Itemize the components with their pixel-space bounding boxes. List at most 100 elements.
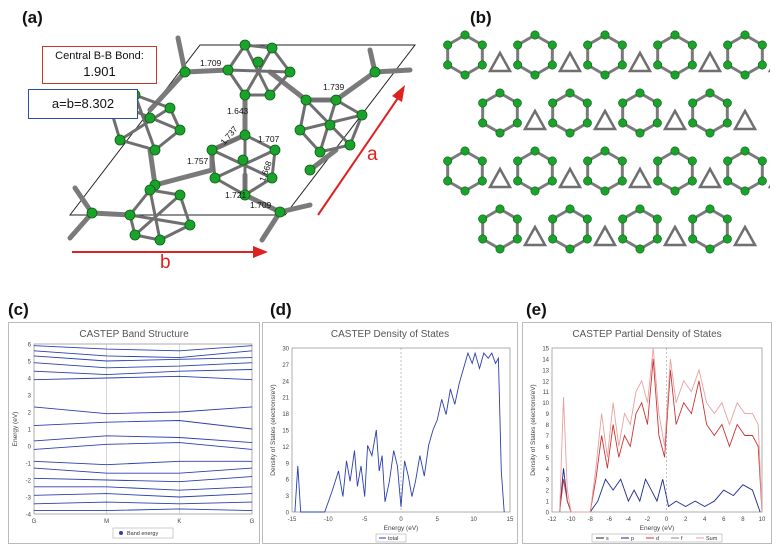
band-line (33, 345, 253, 352)
axis-label-a: a (367, 144, 378, 165)
network-cluster (487, 166, 513, 189)
network-atom (688, 98, 698, 108)
network-atom (582, 118, 592, 128)
x-tick-label: -6 (607, 517, 613, 523)
band-line (33, 493, 253, 498)
panel-label-b: (b) (470, 8, 492, 27)
y-tick-label: 14 (542, 357, 549, 363)
network-atom (565, 204, 575, 214)
network-atom (635, 244, 645, 254)
x-tick-label: K (177, 519, 181, 525)
network-cluster (592, 108, 618, 131)
y-tick-label: 8 (546, 423, 550, 429)
network-atom (600, 30, 610, 40)
network-atom (617, 176, 627, 186)
network-atom (600, 70, 610, 80)
x-tick-label: -10 (567, 517, 576, 523)
legend-label: d (656, 536, 659, 542)
network-atom (722, 98, 732, 108)
y-tick-label: 15 (542, 347, 549, 353)
y-tick-label: 6 (286, 478, 290, 484)
network-atom (477, 60, 487, 70)
x-tick-label: 2 (684, 517, 688, 523)
network-atom (670, 30, 680, 40)
panel-label-c: (c) (8, 300, 29, 319)
network-atom (687, 60, 697, 70)
network-atom (740, 70, 750, 80)
network-atom (460, 70, 470, 80)
y-tick-label: 0 (546, 511, 550, 517)
network-cluster (522, 108, 548, 131)
x-tick-label: 15 (507, 517, 514, 523)
network-cluster (662, 108, 688, 131)
network-atom (688, 118, 698, 128)
network-atom (530, 30, 540, 40)
network-cluster (627, 50, 653, 73)
structure-diagram-b (443, 30, 770, 254)
band-line (33, 369, 253, 376)
network-atom (547, 40, 557, 50)
x-tick-label: G (32, 519, 37, 525)
x-tick-label: -8 (588, 517, 594, 523)
network-atom (723, 176, 733, 186)
network-atom (513, 156, 523, 166)
central-bond-value: 1.901 (83, 64, 116, 79)
x-axis-label: Energy (eV) (640, 525, 675, 532)
structure-diagram-a: 1.709 1.739 1.643 1.737 1.707 1.757 1.66… (67, 35, 417, 258)
network-atom (530, 186, 540, 196)
y-axis-label: Density of States (electrons/eV) (530, 384, 537, 475)
legend-marker (119, 531, 123, 535)
y-tick-label: 2 (28, 411, 32, 417)
network-atom (460, 30, 470, 40)
y-tick-label: 0 (28, 445, 32, 451)
y-tick-label: 4 (28, 377, 32, 383)
network-atom (443, 60, 453, 70)
network-atoms (443, 30, 767, 254)
network-atom (495, 88, 505, 98)
network-atom (757, 60, 767, 70)
network-atom (478, 118, 488, 128)
network-atom (722, 234, 732, 244)
y-tick-label: 27 (282, 363, 289, 369)
network-atom (653, 60, 663, 70)
network-atom (618, 98, 628, 108)
x-tick-label: 6 (722, 517, 726, 523)
network-atom (653, 156, 663, 166)
legend-box (375, 533, 407, 543)
network-atom (757, 156, 767, 166)
y-tick-label: 9 (546, 412, 550, 418)
network-atom (547, 176, 557, 186)
bond-length-label: 1.757 (187, 156, 209, 166)
y-tick-label: 5 (546, 456, 550, 462)
network-atom (565, 244, 575, 254)
network-atom (513, 176, 523, 186)
network-atom (478, 98, 488, 108)
network-atom (460, 146, 470, 156)
network-cluster (732, 224, 758, 247)
network-atom (757, 40, 767, 50)
series-s-line (559, 468, 761, 513)
x-tick-label: -4 (626, 517, 632, 523)
legend-label: s (606, 536, 609, 542)
network-atom (512, 98, 522, 108)
x-tick-label: 10 (470, 517, 477, 523)
network-atom (723, 40, 733, 50)
network-atom (635, 128, 645, 138)
network-atom (513, 40, 523, 50)
network-cluster (697, 166, 723, 189)
network-atom (547, 156, 557, 166)
lattice-arrow-a-head (392, 85, 405, 102)
network-atom (530, 146, 540, 156)
network-atom (495, 204, 505, 214)
network-atom (687, 40, 697, 50)
network-atom (705, 88, 715, 98)
legend-box (112, 527, 174, 539)
network-atom (582, 214, 592, 224)
legend-label: total (388, 536, 398, 542)
series-Sum-line (559, 347, 763, 513)
x-tick-label: 4 (703, 517, 707, 523)
band-line (33, 350, 253, 359)
network-bonds (446, 33, 770, 251)
legend-label: Sum (706, 536, 718, 542)
